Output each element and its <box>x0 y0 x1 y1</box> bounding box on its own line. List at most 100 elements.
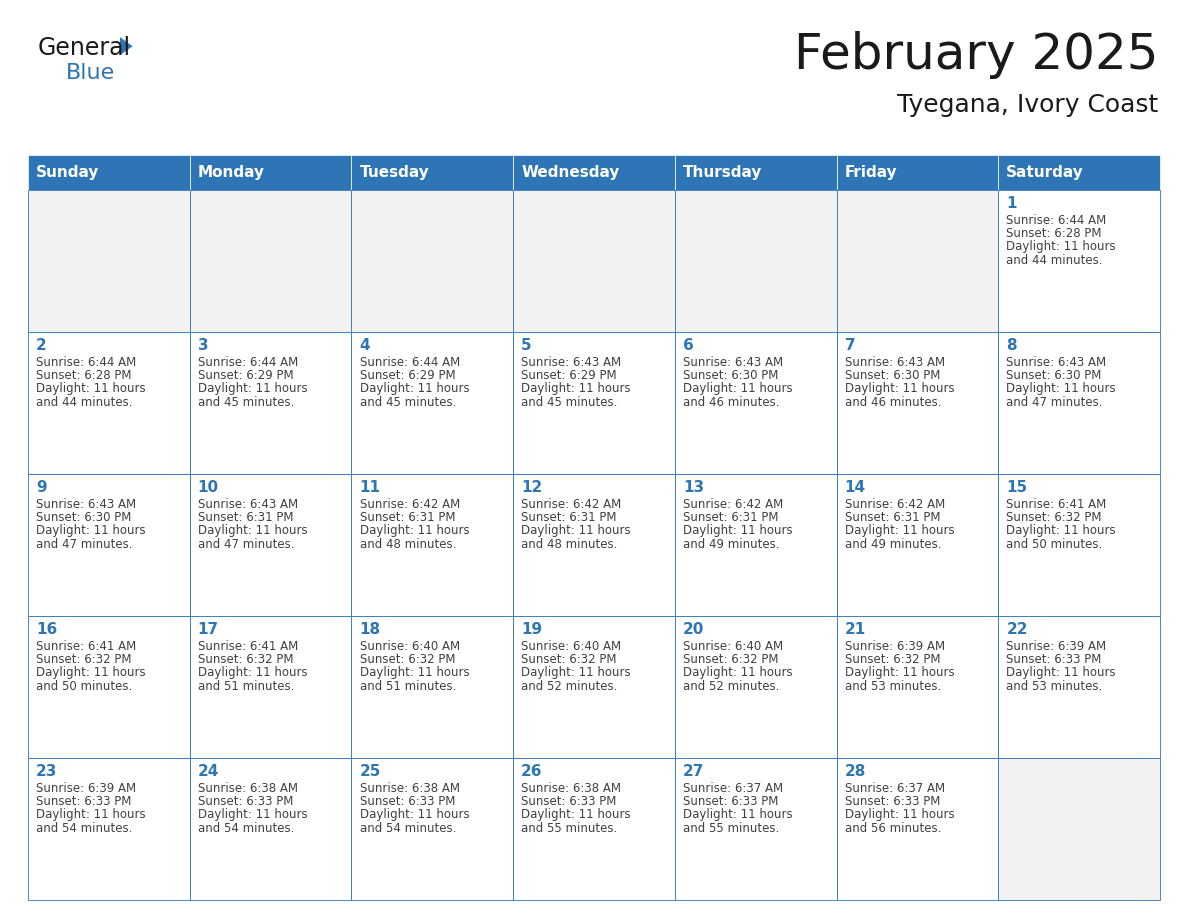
Text: Sunrise: 6:41 AM: Sunrise: 6:41 AM <box>1006 498 1106 511</box>
Text: Daylight: 11 hours: Daylight: 11 hours <box>683 524 792 537</box>
Text: Daylight: 11 hours: Daylight: 11 hours <box>683 666 792 679</box>
Text: 18: 18 <box>360 622 380 637</box>
Text: Sunrise: 6:44 AM: Sunrise: 6:44 AM <box>36 356 137 369</box>
Text: and 48 minutes.: and 48 minutes. <box>360 538 456 551</box>
Text: Sunset: 6:32 PM: Sunset: 6:32 PM <box>197 654 293 666</box>
Text: 1: 1 <box>1006 196 1017 211</box>
Bar <box>29 616 190 758</box>
Bar <box>190 474 352 616</box>
Text: Sunset: 6:30 PM: Sunset: 6:30 PM <box>683 369 778 382</box>
Text: 14: 14 <box>845 480 866 495</box>
Bar <box>513 474 675 616</box>
Text: 20: 20 <box>683 622 704 637</box>
Bar <box>998 474 1159 616</box>
Text: and 44 minutes.: and 44 minutes. <box>1006 253 1102 266</box>
Polygon shape <box>120 38 133 55</box>
Bar <box>675 474 836 616</box>
Bar <box>190 616 352 758</box>
Text: Sunset: 6:28 PM: Sunset: 6:28 PM <box>36 369 132 382</box>
Text: Daylight: 11 hours: Daylight: 11 hours <box>360 666 469 679</box>
Text: and 54 minutes.: and 54 minutes. <box>197 822 295 834</box>
Bar <box>190 332 352 474</box>
Text: 19: 19 <box>522 622 543 637</box>
Text: Sunset: 6:33 PM: Sunset: 6:33 PM <box>197 795 293 808</box>
Text: Daylight: 11 hours: Daylight: 11 hours <box>36 666 146 679</box>
Bar <box>513 616 675 758</box>
Text: 9: 9 <box>36 480 46 495</box>
Bar <box>675 190 836 332</box>
Text: Daylight: 11 hours: Daylight: 11 hours <box>197 809 308 822</box>
Text: and 49 minutes.: and 49 minutes. <box>683 538 779 551</box>
Text: Sunrise: 6:42 AM: Sunrise: 6:42 AM <box>845 498 944 511</box>
Text: and 44 minutes.: and 44 minutes. <box>36 396 133 409</box>
Text: 5: 5 <box>522 338 532 353</box>
Text: Daylight: 11 hours: Daylight: 11 hours <box>522 809 631 822</box>
Text: Sunrise: 6:38 AM: Sunrise: 6:38 AM <box>197 782 298 795</box>
Text: and 50 minutes.: and 50 minutes. <box>1006 538 1102 551</box>
Text: Sunrise: 6:43 AM: Sunrise: 6:43 AM <box>197 498 298 511</box>
Text: and 48 minutes.: and 48 minutes. <box>522 538 618 551</box>
Text: and 52 minutes.: and 52 minutes. <box>522 679 618 692</box>
Bar <box>29 190 190 332</box>
Bar <box>513 190 675 332</box>
Text: and 45 minutes.: and 45 minutes. <box>360 396 456 409</box>
Text: and 49 minutes.: and 49 minutes. <box>845 538 941 551</box>
Bar <box>352 616 513 758</box>
Text: Daylight: 11 hours: Daylight: 11 hours <box>683 809 792 822</box>
Bar <box>836 332 998 474</box>
Text: 2: 2 <box>36 338 46 353</box>
Text: Sunset: 6:31 PM: Sunset: 6:31 PM <box>522 511 617 524</box>
Text: Sunrise: 6:44 AM: Sunrise: 6:44 AM <box>197 356 298 369</box>
Text: and 46 minutes.: and 46 minutes. <box>683 396 779 409</box>
Text: Sunset: 6:33 PM: Sunset: 6:33 PM <box>36 795 132 808</box>
Text: Sunday: Sunday <box>36 165 100 180</box>
Text: 15: 15 <box>1006 480 1028 495</box>
Text: Daylight: 11 hours: Daylight: 11 hours <box>522 666 631 679</box>
Text: Sunrise: 6:38 AM: Sunrise: 6:38 AM <box>522 782 621 795</box>
Text: Daylight: 11 hours: Daylight: 11 hours <box>36 383 146 396</box>
Text: Sunrise: 6:42 AM: Sunrise: 6:42 AM <box>360 498 460 511</box>
Text: 11: 11 <box>360 480 380 495</box>
Bar <box>836 474 998 616</box>
Text: February 2025: February 2025 <box>794 31 1158 79</box>
Bar <box>513 332 675 474</box>
Text: Sunrise: 6:41 AM: Sunrise: 6:41 AM <box>36 640 137 653</box>
Bar <box>675 616 836 758</box>
Text: Daylight: 11 hours: Daylight: 11 hours <box>1006 666 1116 679</box>
Text: Sunrise: 6:41 AM: Sunrise: 6:41 AM <box>197 640 298 653</box>
Text: Sunrise: 6:39 AM: Sunrise: 6:39 AM <box>1006 640 1106 653</box>
Text: 3: 3 <box>197 338 208 353</box>
Bar <box>190 190 352 332</box>
Text: and 53 minutes.: and 53 minutes. <box>1006 679 1102 692</box>
Text: and 45 minutes.: and 45 minutes. <box>522 396 618 409</box>
Text: 13: 13 <box>683 480 704 495</box>
Text: Daylight: 11 hours: Daylight: 11 hours <box>360 809 469 822</box>
Text: and 52 minutes.: and 52 minutes. <box>683 679 779 692</box>
Text: Sunset: 6:32 PM: Sunset: 6:32 PM <box>36 654 132 666</box>
Text: Daylight: 11 hours: Daylight: 11 hours <box>522 383 631 396</box>
Bar <box>352 474 513 616</box>
Text: 22: 22 <box>1006 622 1028 637</box>
Text: 16: 16 <box>36 622 57 637</box>
Bar <box>998 155 1159 190</box>
Bar <box>29 474 190 616</box>
Bar <box>29 155 190 190</box>
Text: 7: 7 <box>845 338 855 353</box>
Text: Sunset: 6:32 PM: Sunset: 6:32 PM <box>1006 511 1102 524</box>
Text: Sunrise: 6:39 AM: Sunrise: 6:39 AM <box>845 640 944 653</box>
Text: Sunset: 6:33 PM: Sunset: 6:33 PM <box>683 795 778 808</box>
Text: 23: 23 <box>36 764 57 779</box>
Bar <box>836 190 998 332</box>
Text: Sunrise: 6:39 AM: Sunrise: 6:39 AM <box>36 782 137 795</box>
Text: Daylight: 11 hours: Daylight: 11 hours <box>1006 241 1116 253</box>
Text: Daylight: 11 hours: Daylight: 11 hours <box>197 666 308 679</box>
Text: and 56 minutes.: and 56 minutes. <box>845 822 941 834</box>
Text: General: General <box>38 36 131 60</box>
Text: Sunrise: 6:37 AM: Sunrise: 6:37 AM <box>683 782 783 795</box>
Text: Daylight: 11 hours: Daylight: 11 hours <box>683 383 792 396</box>
Text: Tuesday: Tuesday <box>360 165 429 180</box>
Text: Daylight: 11 hours: Daylight: 11 hours <box>845 809 954 822</box>
Text: Sunrise: 6:38 AM: Sunrise: 6:38 AM <box>360 782 460 795</box>
Text: Sunrise: 6:42 AM: Sunrise: 6:42 AM <box>522 498 621 511</box>
Text: Sunrise: 6:40 AM: Sunrise: 6:40 AM <box>360 640 460 653</box>
